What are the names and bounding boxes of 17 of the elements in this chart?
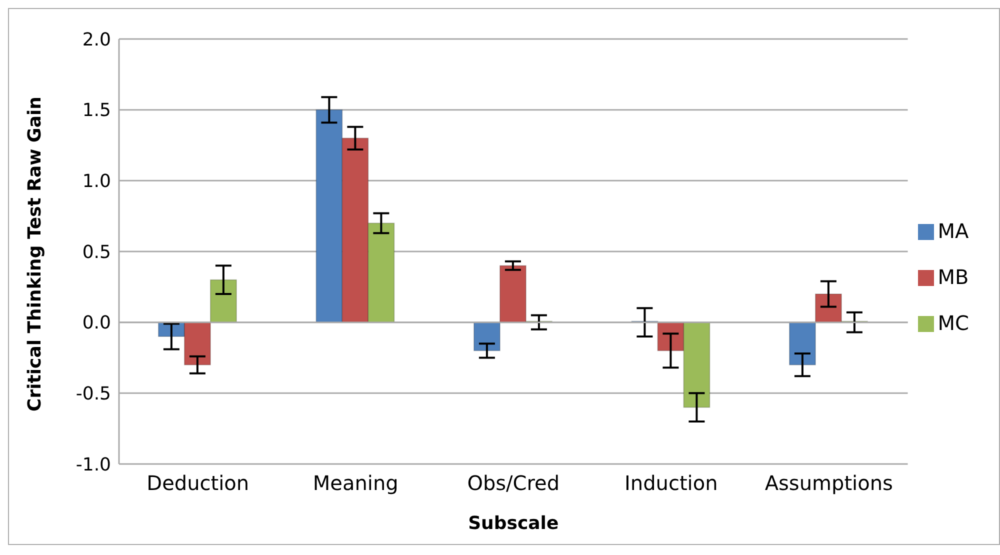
y-tick-label: 2.0 [82,29,111,50]
legend-label: MB [938,264,969,288]
y-tick-label: -0.5 [76,384,111,405]
y-axis-title: Critical Thinking Test Raw Gain [24,96,46,412]
y-tick-label: 0.5 [82,242,111,263]
x-axis-title: Subscale [468,513,559,534]
legend-label: MA [938,218,969,242]
y-tick-label: 1.5 [82,100,111,122]
x-tick-label: Induction [624,471,718,495]
y-tick-label: 1.0 [82,171,111,192]
x-tick-label: Obs/Cred [467,471,560,495]
x-tick-label: Assumptions [764,471,893,495]
legend-label: MC [938,310,969,334]
x-tick-label: Meaning [312,471,398,495]
y-tick-label: 0.0 [82,312,111,334]
y-tick-label: -1.0 [76,454,111,476]
x-tick-label: Deduction [146,471,250,495]
